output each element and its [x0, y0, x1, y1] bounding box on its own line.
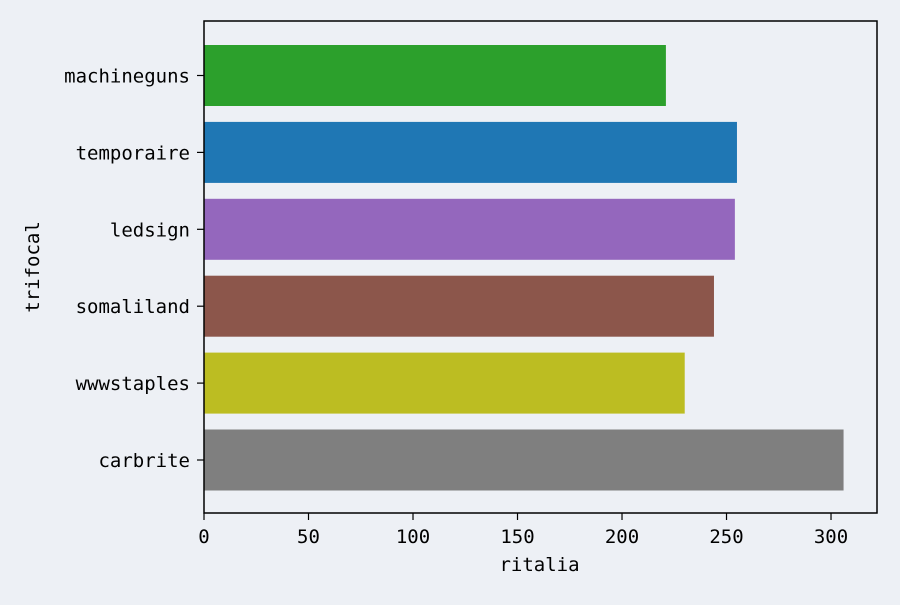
bar-somaliland — [204, 275, 714, 337]
y-tick-label: machineguns — [64, 66, 190, 88]
y-tick-label: carbrite — [98, 450, 190, 472]
bar-machineguns — [204, 45, 666, 106]
bar-ledsign — [204, 198, 735, 260]
y-tick-label: temporaire — [76, 142, 190, 164]
x-tick-label: 100 — [396, 526, 430, 548]
bars-layer — [204, 45, 844, 491]
x-tick-label: 300 — [814, 526, 848, 548]
x-tick-label: 50 — [297, 526, 320, 548]
x-tick-label: 200 — [605, 526, 639, 548]
x-tick-label: 0 — [198, 526, 209, 548]
y-tick-label: wwwstaples — [76, 373, 190, 395]
x-axis-label: ritalia — [499, 554, 579, 576]
x-tick-label: 150 — [500, 526, 534, 548]
y-tick-label: somaliland — [76, 296, 190, 318]
bar-carbrite — [204, 429, 844, 491]
y-tick-label: ledsign — [110, 219, 190, 241]
x-axis-ticks: 0 50 100 150 200 250 300 — [198, 513, 848, 548]
x-tick-label: 250 — [709, 526, 743, 548]
bar-temporaire — [204, 121, 737, 183]
y-axis-ticks: machineguns temporaire ledsign somaliland ww… — [64, 66, 204, 472]
bar-wwwstaples — [204, 352, 685, 414]
y-axis-label: trifocal — [22, 221, 44, 313]
plot-frame — [203, 20, 878, 514]
